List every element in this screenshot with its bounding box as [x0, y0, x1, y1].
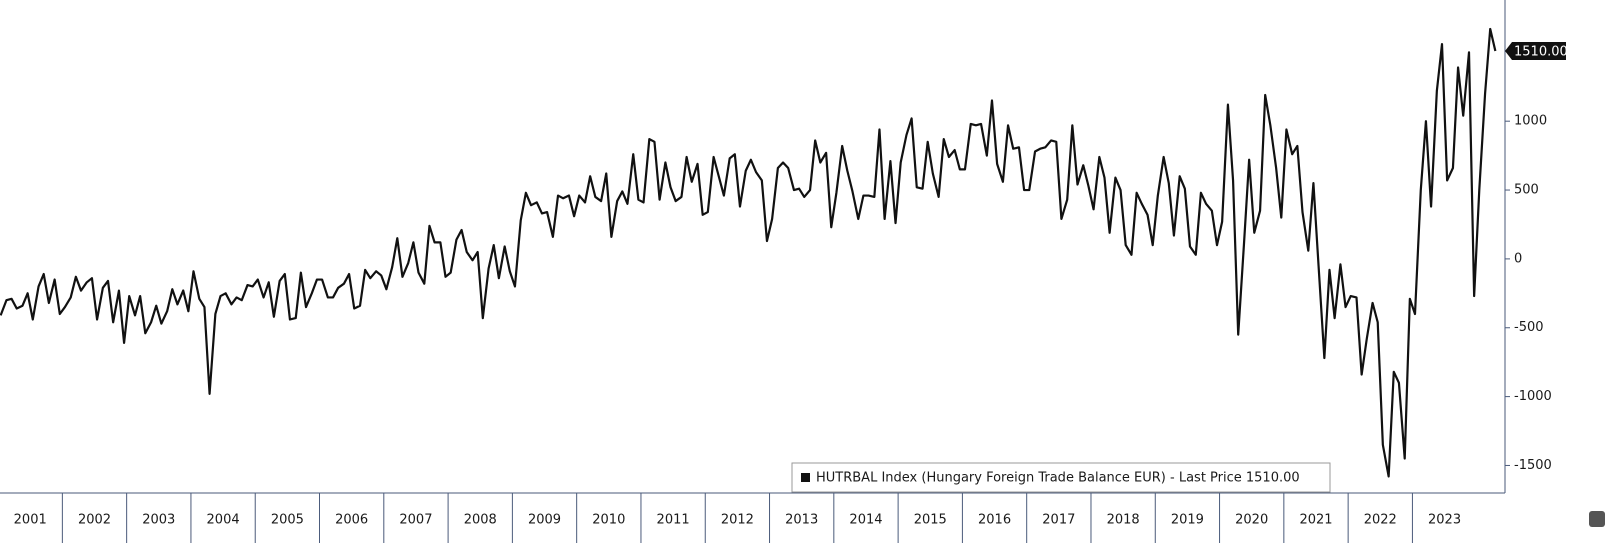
legend-label: HUTRBAL Index (Hungary Foreign Trade Bal…: [816, 471, 1300, 486]
x-tick-label: 2019: [1171, 513, 1204, 528]
legend-box: [791, 462, 1331, 493]
y-tick-label: 0: [1514, 251, 1522, 266]
x-tick-label: 2007: [399, 513, 432, 528]
legend-swatch: [801, 473, 810, 482]
last-price-tag: [1505, 41, 1566, 60]
corner-icon[interactable]: [1589, 511, 1605, 527]
x-tick-label: 2014: [849, 513, 882, 528]
x-tick-label: 2020: [1235, 513, 1268, 528]
y-tick-label: 500: [1514, 183, 1539, 198]
x-tick-label: 2008: [464, 513, 497, 528]
x-tick-label: 2018: [1107, 513, 1140, 528]
x-tick-label: 2001: [14, 513, 47, 528]
y-tick-label: -1000: [1514, 389, 1552, 404]
x-tick-label: 2003: [142, 513, 175, 528]
x-tick-label: 2005: [271, 513, 304, 528]
x-tick-label: 2011: [657, 513, 690, 528]
x-tick-label: 2017: [1042, 513, 1075, 528]
x-tick-label: 2021: [1299, 513, 1332, 528]
last-price-label: 1510.00: [1514, 44, 1568, 59]
y-tick-label: 1000: [1514, 114, 1547, 129]
y-tick-label: -1500: [1514, 458, 1552, 473]
line-series: [0, 27, 1497, 478]
x-tick-label: 2010: [592, 513, 625, 528]
x-tick-label: 2009: [528, 513, 561, 528]
x-tick-label: 2013: [785, 513, 818, 528]
x-tick-label: 2015: [914, 513, 947, 528]
y-tick-label: -500: [1514, 320, 1544, 335]
x-tick-label: 2022: [1364, 513, 1397, 528]
x-tick-label: 2016: [978, 513, 1011, 528]
x-tick-label: 2002: [78, 513, 111, 528]
x-tick-label: 2004: [207, 513, 240, 528]
x-tick-label: 2012: [721, 513, 754, 528]
legend: HUTRBAL Index (Hungary Foreign Trade Bal…: [791, 462, 1331, 493]
x-tick-label: 2023: [1428, 513, 1461, 528]
x-tick-label: 2006: [335, 513, 368, 528]
